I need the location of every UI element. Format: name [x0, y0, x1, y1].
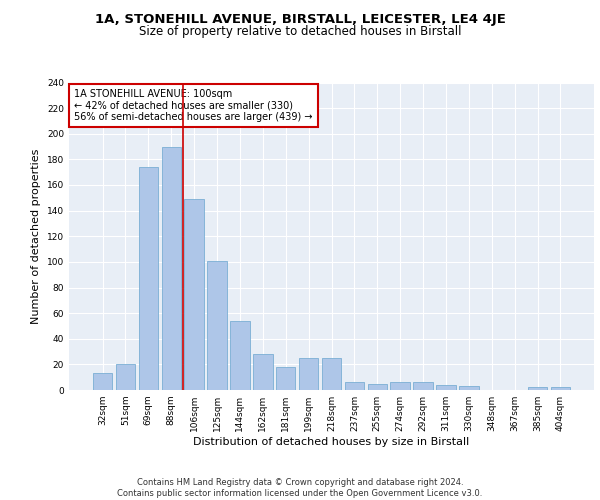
Text: Size of property relative to detached houses in Birstall: Size of property relative to detached ho…: [139, 25, 461, 38]
Text: Contains HM Land Registry data © Crown copyright and database right 2024.
Contai: Contains HM Land Registry data © Crown c…: [118, 478, 482, 498]
Bar: [184, 199, 204, 390]
Bar: [116, 364, 135, 390]
Bar: [230, 321, 250, 390]
Y-axis label: Number of detached properties: Number of detached properties: [31, 148, 41, 324]
Bar: [322, 358, 341, 390]
Bar: [436, 385, 455, 390]
Bar: [459, 386, 479, 390]
Bar: [528, 388, 547, 390]
Bar: [391, 382, 410, 390]
Text: 1A, STONEHILL AVENUE, BIRSTALL, LEICESTER, LE4 4JE: 1A, STONEHILL AVENUE, BIRSTALL, LEICESTE…: [95, 12, 505, 26]
X-axis label: Distribution of detached houses by size in Birstall: Distribution of detached houses by size …: [193, 437, 470, 447]
Bar: [93, 374, 112, 390]
Bar: [413, 382, 433, 390]
Text: 1A STONEHILL AVENUE: 100sqm
← 42% of detached houses are smaller (330)
56% of se: 1A STONEHILL AVENUE: 100sqm ← 42% of det…: [74, 88, 313, 122]
Bar: [253, 354, 272, 390]
Bar: [208, 260, 227, 390]
Bar: [139, 167, 158, 390]
Bar: [299, 358, 319, 390]
Bar: [368, 384, 387, 390]
Bar: [276, 367, 295, 390]
Bar: [551, 388, 570, 390]
Bar: [161, 146, 181, 390]
Bar: [344, 382, 364, 390]
